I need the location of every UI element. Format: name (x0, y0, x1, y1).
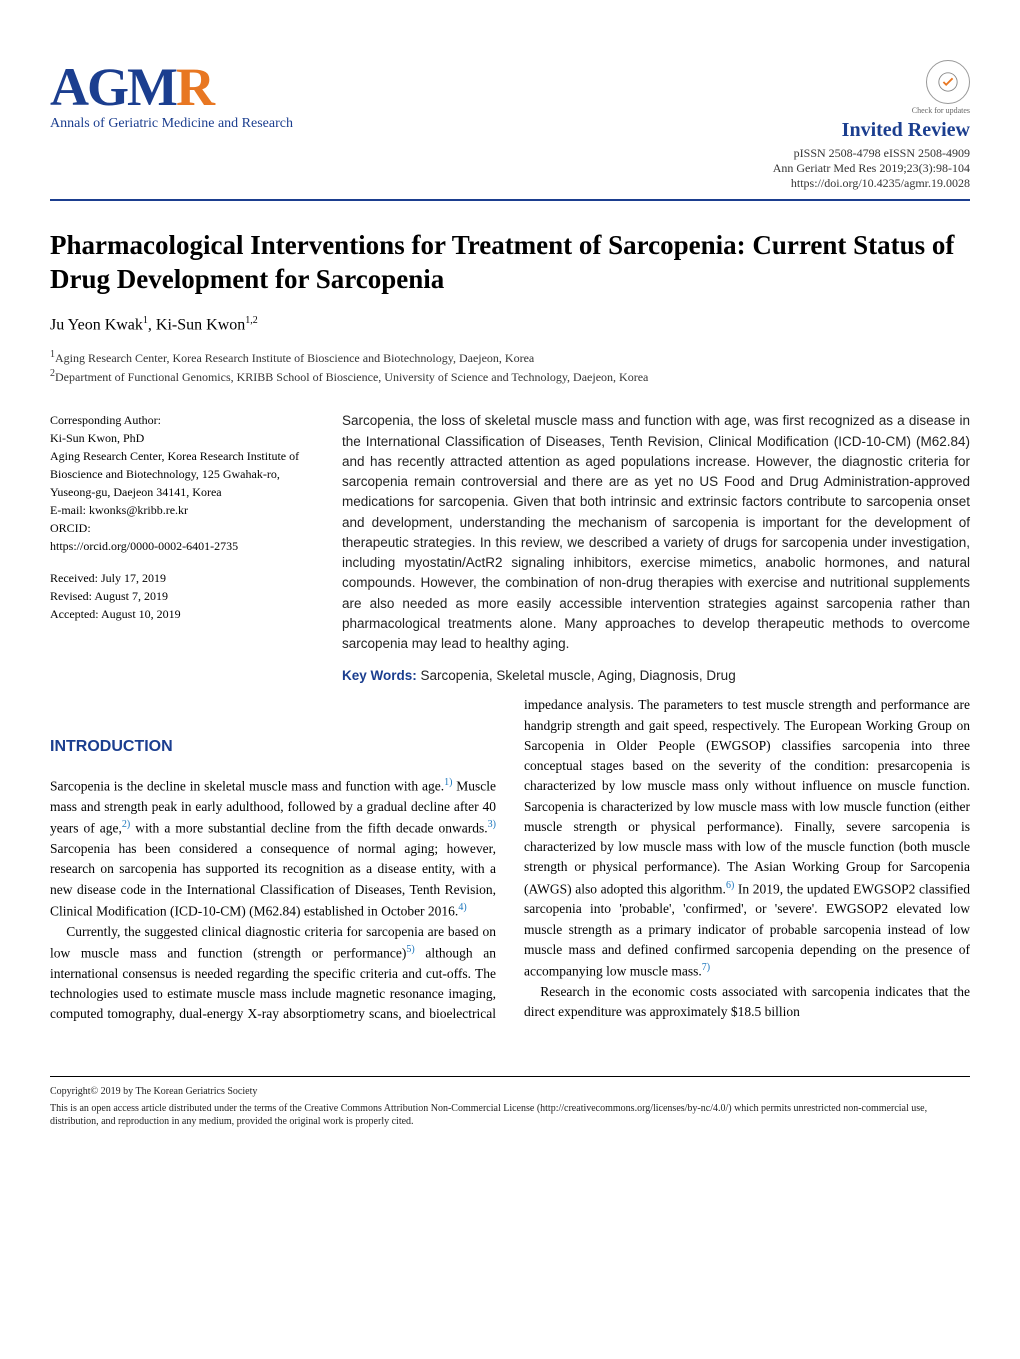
citation-7[interactable]: 7) (702, 962, 710, 973)
issn-line: pISSN 2508-4798 eISSN 2508-4909 (773, 146, 970, 161)
revised-date: Revised: August 7, 2019 (50, 587, 310, 605)
dates-block: Received: July 17, 2019 Revised: August … (50, 569, 310, 623)
citation-5[interactable]: 5) (406, 944, 414, 955)
citation-2[interactable]: 2) (122, 819, 130, 830)
page-footer: Copyright© 2019 by The Korean Geriatrics… (50, 1076, 970, 1129)
copyright-line: Copyright© 2019 by The Korean Geriatrics… (50, 1085, 970, 1099)
corresponding-address: Aging Research Center, Korea Research In… (50, 447, 310, 501)
citation-3[interactable]: 3) (488, 819, 496, 830)
intro-paragraph-1: Sarcopenia is the decline in skeletal mu… (50, 775, 496, 921)
citation-4[interactable]: 4) (458, 902, 466, 913)
keywords-line: Key Words: Sarcopenia, Skeletal muscle, … (342, 668, 970, 683)
affiliation-2: 22Department of Functional Genomics, KRI… (50, 367, 970, 386)
body-columns: INTRODUCTION Sarcopenia is the decline i… (50, 695, 970, 1024)
intro-paragraph-3: Research in the economic costs associate… (524, 982, 970, 1023)
section-heading-introduction: INTRODUCTION (50, 735, 496, 759)
orcid-label: ORCID: (50, 519, 310, 537)
author-list: Ju Yeon Kwak1, Ki-Sun Kwon1,2 (50, 315, 970, 334)
author-2: Ki-Sun Kwon (156, 316, 245, 333)
journal-logo-block: AGMR Annals of Geriatric Medicine and Re… (50, 60, 293, 132)
affiliations: 11Aging Research Center, Korea Research … (50, 348, 970, 386)
logo-subtitle: Annals of Geriatric Medicine and Researc… (50, 116, 293, 132)
header-right: Check for updates Invited Review pISSN 2… (773, 60, 970, 191)
corresponding-email: E-mail: kwonks@kribb.re.kr (50, 501, 310, 519)
logo-acronym: AGMR (50, 60, 213, 114)
journal-header: AGMR Annals of Geriatric Medicine and Re… (50, 60, 970, 201)
abstract-block: Sarcopenia, the loss of skeletal muscle … (342, 411, 970, 683)
accepted-date: Accepted: August 10, 2019 (50, 605, 310, 623)
keywords-value: Sarcopenia, Skeletal muscle, Aging, Diag… (421, 668, 736, 683)
correspondence-block: Corresponding Author: Ki-Sun Kwon, PhD A… (50, 411, 310, 683)
keywords-label: Key Words: (342, 668, 417, 683)
received-date: Received: July 17, 2019 (50, 569, 310, 587)
logo-highlight: R (176, 57, 213, 117)
affiliation-1: 11Aging Research Center, Korea Research … (50, 348, 970, 367)
orcid-value: https://orcid.org/0000-0002-6401-2735 (50, 537, 310, 555)
crossmark-icon[interactable] (926, 60, 970, 104)
citation-line: Ann Geriatr Med Res 2019;23(3):98-104 (773, 161, 970, 176)
document-type: Invited Review (773, 119, 970, 142)
crossmark-label: Check for updates (773, 106, 970, 115)
doi-line: https://doi.org/10.4235/agmr.19.0028 (773, 176, 970, 191)
author-1: Ju Yeon Kwak (50, 316, 143, 333)
corresponding-label: Corresponding Author: (50, 411, 310, 429)
license-line: This is an open access article distribut… (50, 1102, 970, 1129)
corresponding-name: Ki-Sun Kwon, PhD (50, 429, 310, 447)
abstract-text: Sarcopenia, the loss of skeletal muscle … (342, 411, 970, 654)
article-title: Pharmacological Interventions for Treatm… (50, 229, 970, 297)
